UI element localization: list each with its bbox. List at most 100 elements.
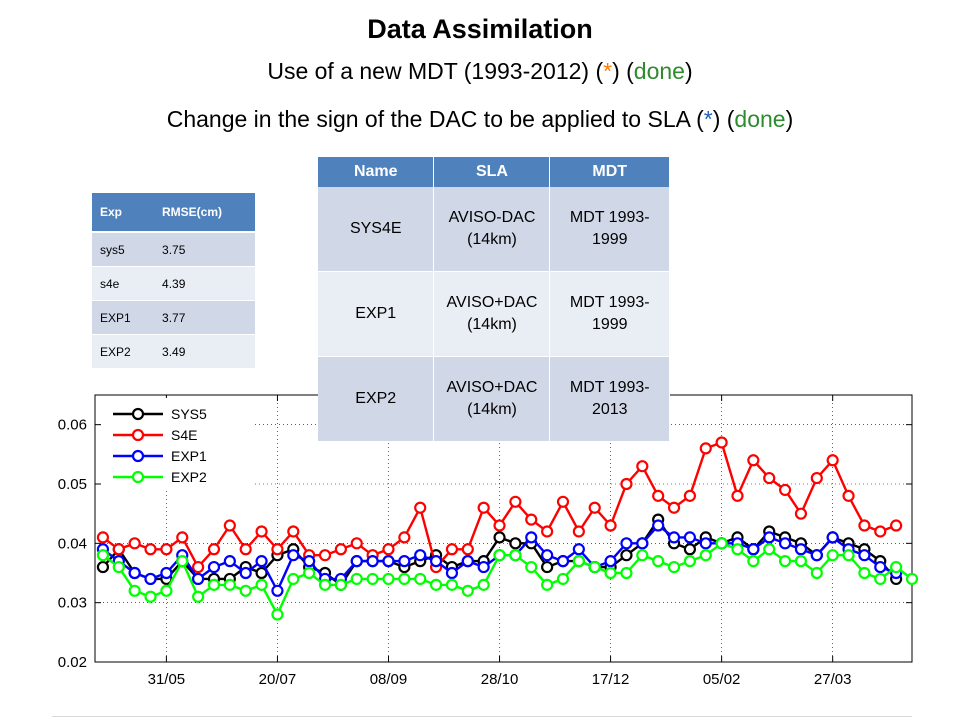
point-s4e <box>334 543 347 556</box>
point-s4e <box>858 519 871 532</box>
point-sys5 <box>541 560 554 574</box>
point-exp2 <box>826 549 839 562</box>
line2-done: done <box>734 106 786 132</box>
page-title: Data Assimilation <box>367 14 593 44</box>
point-s4e <box>350 537 363 550</box>
point-s4e <box>794 507 808 520</box>
point-exp1 <box>271 584 284 597</box>
point-exp1 <box>652 519 665 532</box>
point-exp1 <box>683 531 697 544</box>
point-exp2 <box>160 584 173 597</box>
point-exp2 <box>636 549 649 562</box>
line1-done: done <box>633 58 685 84</box>
exp-mdt-cell: MDT 1993- 1999 <box>549 187 670 272</box>
point-exp1 <box>556 555 570 568</box>
rmse-value-cell: 3.75 <box>154 232 255 267</box>
point-s4e <box>683 489 697 502</box>
point-exp1 <box>366 555 379 568</box>
point-exp2 <box>239 584 252 597</box>
divider <box>52 716 912 717</box>
point-s4e <box>588 501 601 514</box>
point-exp2 <box>556 572 570 586</box>
point-exp2 <box>699 549 712 562</box>
exp-name-cell: SYS4E <box>318 187 435 272</box>
point-exp1 <box>239 566 252 580</box>
point-exp2 <box>747 555 760 568</box>
point-exp2 <box>604 566 617 580</box>
point-s4e <box>192 560 205 574</box>
point-s4e <box>667 501 681 514</box>
point-exp2 <box>509 549 522 562</box>
point-exp2 <box>382 572 395 586</box>
point-exp2 <box>667 560 681 574</box>
point-exp2 <box>763 543 776 556</box>
point-exp1 <box>414 549 427 562</box>
point-s4e <box>747 454 760 467</box>
point-exp2 <box>461 584 474 597</box>
rmse-header-exp: Exp <box>92 193 155 233</box>
point-s4e <box>810 471 823 485</box>
point-s4e <box>207 543 221 556</box>
point-s4e <box>318 549 332 562</box>
exp-mdt-cell: MDT 1993- 1999 <box>549 271 670 357</box>
point-exp1 <box>794 543 808 556</box>
legend-marker <box>131 449 145 463</box>
point-exp2 <box>588 560 601 574</box>
point-s4e <box>731 489 744 502</box>
point-exp1 <box>255 555 268 568</box>
point-exp2 <box>128 584 141 597</box>
point-s4e <box>525 513 538 526</box>
point-exp1 <box>604 555 617 568</box>
series-line-exp2 <box>102 541 913 618</box>
point-exp2 <box>429 578 443 591</box>
point-exp2 <box>493 549 506 562</box>
point-s4e <box>223 519 236 532</box>
point-exp2 <box>223 578 236 591</box>
point-exp1 <box>826 531 839 544</box>
exp-sla-cell: AVISO-DAC (14km) <box>433 187 551 272</box>
point-exp2 <box>96 549 110 562</box>
point-s4e <box>255 525 268 538</box>
point-exp1 <box>636 537 649 550</box>
point-s4e <box>778 483 792 497</box>
legend-label: EXP1 <box>171 448 207 464</box>
rmse-exp-cell: EXP2 <box>92 334 155 369</box>
point-exp2 <box>414 572 427 586</box>
point-s4e <box>890 519 903 532</box>
point-exp2 <box>842 549 855 562</box>
point-s4e <box>556 495 570 508</box>
table-row: EXP2 AVISO+DAC (14km) MDT 1993- 2013 <box>318 356 670 442</box>
point-exp2 <box>192 590 205 603</box>
point-s4e <box>620 477 633 491</box>
point-s4e <box>604 519 617 532</box>
point-s4e <box>382 543 395 556</box>
line2-star: * <box>703 106 713 132</box>
rmse-value-cell: 3.77 <box>154 300 255 335</box>
point-exp2 <box>255 578 268 591</box>
point-exp2 <box>778 555 792 568</box>
legend-marker <box>131 428 145 442</box>
point-s4e <box>842 489 855 502</box>
point-exp2 <box>572 555 585 568</box>
point-exp2 <box>445 578 459 591</box>
point-exp1 <box>747 543 760 556</box>
exp-name-cell: EXP1 <box>318 271 435 357</box>
point-exp1 <box>160 566 173 580</box>
point-exp2 <box>715 537 728 550</box>
point-exp1 <box>525 531 538 544</box>
point-exp2 <box>794 555 808 568</box>
point-sys5 <box>509 537 522 550</box>
point-s4e <box>445 543 459 556</box>
line1-mid: ) ( <box>612 58 634 84</box>
subtitle-line-1: Use of a new MDT (1993-2012) (*) (done) <box>0 58 960 85</box>
exp-header-name: Name <box>318 157 435 187</box>
point-sys5 <box>620 549 633 562</box>
point-exp2 <box>652 555 665 568</box>
point-exp1 <box>398 555 411 568</box>
y-tick-label: 0.06 <box>58 417 87 434</box>
point-exp1 <box>223 555 236 568</box>
point-exp2 <box>318 578 332 591</box>
point-exp2 <box>366 572 379 586</box>
point-exp1 <box>382 555 395 568</box>
exp-sla-cell: AVISO+DAC (14km) <box>433 271 551 357</box>
